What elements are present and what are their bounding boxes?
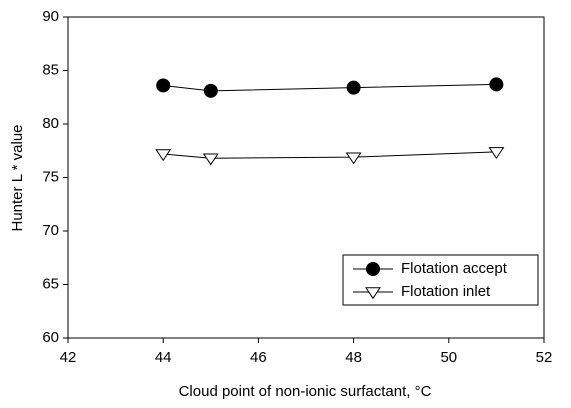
- x-axis-label: Cloud point of non-ionic surfactant, °C: [179, 383, 432, 400]
- series-line: [163, 151, 497, 159]
- data-point: [346, 80, 361, 95]
- x-tick-label: 46: [250, 349, 267, 366]
- y-tick-label: 65: [42, 275, 59, 292]
- y-axis-label: Hunter L * value: [9, 124, 26, 231]
- legend-marker: [366, 262, 380, 276]
- x-tick-label: 48: [345, 349, 362, 366]
- y-tick-label: 90: [42, 8, 59, 25]
- x-tick-label: 42: [60, 349, 77, 366]
- data-point: [156, 78, 171, 93]
- data-point: [489, 77, 504, 92]
- legend-marker: [365, 287, 381, 300]
- y-tick-label: 75: [42, 168, 59, 185]
- data-point: [203, 83, 218, 98]
- data-point: [345, 152, 362, 165]
- data-point: [155, 149, 172, 162]
- x-tick-label: 50: [440, 349, 457, 366]
- y-tick-label: 80: [42, 115, 59, 132]
- x-tick-label: 44: [155, 349, 172, 366]
- x-tick-label: 52: [536, 349, 553, 366]
- y-tick-label: 85: [42, 61, 59, 78]
- series-line: [163, 83, 497, 92]
- y-tick-label: 70: [42, 222, 59, 239]
- data-point: [488, 147, 505, 160]
- legend-label: Flotation accept: [401, 260, 508, 277]
- data-point: [202, 153, 219, 166]
- y-tick-label: 60: [42, 329, 59, 346]
- legend-label: Flotation inlet: [401, 283, 491, 300]
